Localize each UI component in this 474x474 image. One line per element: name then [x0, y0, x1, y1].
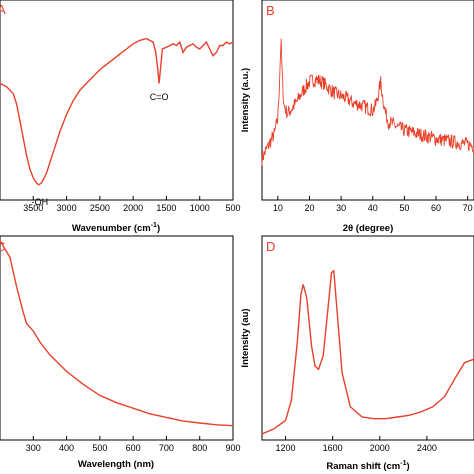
- panel-b-tick-label: 70: [463, 203, 473, 213]
- panel-a-tick-label: 3000: [57, 203, 77, 213]
- panel-a-tick-label: 1000: [190, 203, 210, 213]
- panel-a-tick-label: 3500: [23, 203, 43, 213]
- panel-c-tick-label: 400: [59, 443, 74, 453]
- panel-d-raman-line: [261, 269, 474, 435]
- panel-d-tick-label: 1600: [323, 443, 343, 453]
- panel-c-x-ticks: 300 400 500 600 700 800 900: [26, 436, 241, 453]
- panel-b-frame: [261, 0, 474, 201]
- panel-b-tick-label: 10: [273, 203, 283, 213]
- panel-d-tick-label: 2000: [370, 443, 390, 453]
- panel-c-tick-label: 300: [26, 443, 41, 453]
- panel-c: 300 400 500 600 700 800 900 Wavelength (nm) C: [0, 235, 241, 470]
- panel-c-tick-label: 900: [225, 443, 240, 453]
- panel-c-tick-label: 800: [192, 443, 207, 453]
- panel-a-spectrum-line: [0, 37, 234, 186]
- panel-b: 10 20 30 40 50 60 70 2θ (degree) Intensity (a.…: [240, 0, 474, 234]
- panel-b-tick-label: 30: [336, 203, 346, 213]
- panel-a-annotation-oh: -OH: [32, 197, 49, 207]
- panel-d-x-label-sup: -1: [400, 460, 406, 467]
- panel-d-y-label: Intensity (au): [240, 308, 251, 367]
- panel-b-letter: B: [266, 3, 275, 18]
- panel-c-tick-label: 600: [126, 443, 141, 453]
- panel-d-x-label: Raman shift (cm-1): [326, 460, 409, 472]
- panel-d-x-ticks: 1200 1600 2000 2400: [276, 436, 437, 453]
- panel-b-y-label: Intensity (a.u.): [240, 68, 251, 132]
- panel-b-tick-label: 20: [304, 203, 314, 213]
- panel-b-x-label: 2θ (degree): [343, 223, 394, 234]
- panel-d-frame: [261, 235, 474, 441]
- panel-c-letter: C: [0, 239, 5, 254]
- panel-a: 3500 3000 2500 2000 1500 1000 500 Wavenumber (…: [0, 0, 241, 234]
- panel-a-x-label-sup: -1: [151, 222, 157, 229]
- panel-a-tick-label: 500: [225, 203, 240, 213]
- panel-d-tick-label: 2400: [417, 443, 437, 453]
- panel-a-frame: [0, 0, 234, 201]
- panel-b-tick-label: 60: [431, 203, 441, 213]
- panel-c-x-label: Wavelength (nm): [78, 459, 154, 470]
- panel-b-tick-label: 50: [399, 203, 409, 213]
- panel-c-tick-label: 500: [92, 443, 107, 453]
- panel-a-x-label: Wavenumber (cm-1): [72, 222, 160, 234]
- panel-c-tick-label: 700: [159, 443, 174, 453]
- panel-c-absorbance-line: [0, 240, 234, 427]
- panel-b-x-ticks: 10 20 30 40 50 60 70: [273, 196, 473, 213]
- panel-a-tick-label: 1500: [156, 203, 176, 213]
- panel-a-tick-label: 2000: [123, 203, 143, 213]
- panel-b-tick-label: 40: [368, 203, 378, 213]
- panel-d-x-label-close: ): [406, 461, 409, 472]
- panel-c-frame: [0, 235, 234, 441]
- panel-d-letter: D: [266, 239, 275, 254]
- panel-a-x-label-close: ): [157, 223, 160, 234]
- panel-d-tick-label: 1200: [276, 443, 296, 453]
- panel-a-x-ticks: 3500 3000 2500 2000 1500 1000 500: [23, 196, 241, 213]
- panel-b-xrd-line: [261, 38, 474, 166]
- panel-a-annotation-co: C=O: [150, 92, 169, 102]
- panel-a-tick-label: 2500: [90, 203, 110, 213]
- panel-d: 1200 1600 2000 2400 Raman shift (cm-1) Inte…: [240, 235, 474, 472]
- panel-a-letter: A: [0, 2, 6, 17]
